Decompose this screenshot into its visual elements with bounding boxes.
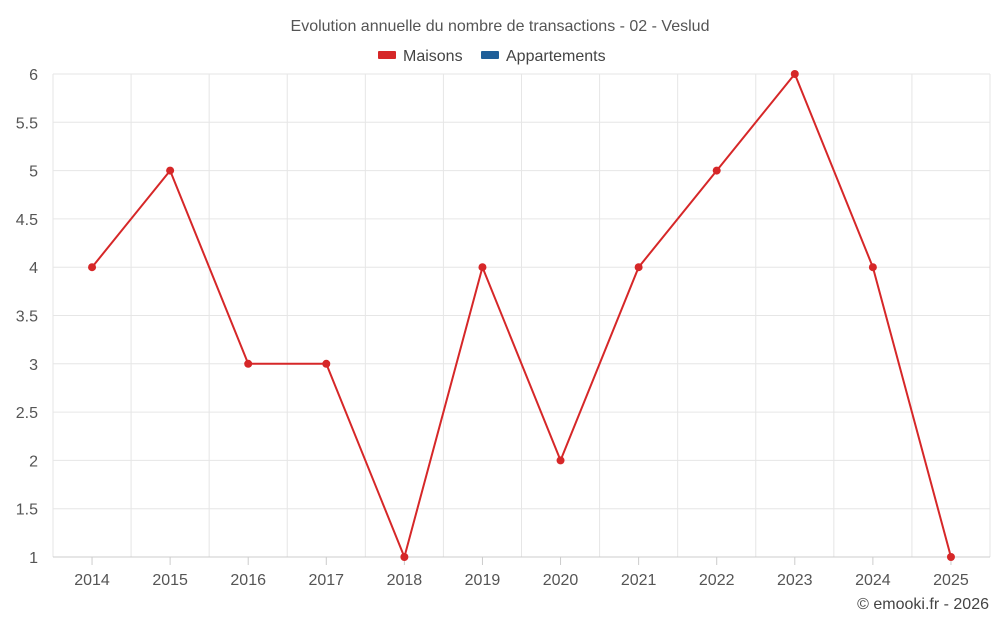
y-tick-label: 3.5: [16, 309, 38, 326]
x-tick-label: 2024: [855, 572, 891, 589]
data-point[interactable]: [88, 263, 97, 272]
x-tick-label: 2020: [543, 572, 579, 589]
data-point[interactable]: [244, 359, 253, 368]
x-tick-label: 2016: [230, 572, 266, 589]
y-tick-label: 5.5: [16, 115, 38, 132]
x-tick-label: 2025: [933, 572, 969, 589]
x-tick-label: 2018: [387, 572, 423, 589]
legend-item-appartements[interactable]: Appartements: [481, 48, 606, 65]
data-point[interactable]: [478, 263, 487, 272]
data-point[interactable]: [166, 166, 175, 175]
chart-title: Evolution annuelle du nombre de transact…: [291, 18, 710, 35]
legend: Maisons Appartements: [378, 48, 606, 65]
legend-item-maisons[interactable]: Maisons: [378, 48, 463, 65]
data-point[interactable]: [946, 553, 955, 561]
y-tick-label: 4.5: [16, 212, 38, 229]
y-tick-label: 6: [29, 67, 38, 84]
legend-swatch-maisons: [378, 51, 396, 59]
x-tick-label: 2017: [308, 572, 344, 589]
legend-label-appartements: Appartements: [506, 48, 606, 65]
y-tick-label: 1: [29, 550, 38, 567]
x-axis: 2014 2015 2016 2017 2018 2019 2020 2021 2022 2023…: [53, 556, 990, 589]
x-tick-label: 2019: [465, 572, 501, 589]
y-tick-label: 5: [29, 164, 38, 181]
x-tick-label: 2022: [699, 572, 735, 589]
data-point[interactable]: [556, 456, 565, 465]
x-tick-label: 2015: [152, 572, 188, 589]
x-tick-label: 2023: [777, 572, 813, 589]
data-point[interactable]: [322, 359, 331, 368]
y-tick-label: 2.5: [16, 405, 38, 422]
data-point[interactable]: [400, 553, 409, 561]
series-line-maisons: [91, 73, 952, 558]
gridlines: [52, 73, 991, 558]
legend-label-maisons: Maisons: [403, 48, 463, 65]
data-point[interactable]: [790, 70, 799, 78]
data-point[interactable]: [712, 166, 721, 175]
y-axis: 1 1.5 2 2.5 3 3.5 4 4.5 5 5.5 6: [16, 67, 38, 567]
y-tick-label: 4: [29, 260, 38, 277]
x-tick-label: 2021: [621, 572, 657, 589]
y-tick-label: 1.5: [16, 502, 38, 519]
series-maisons: [88, 70, 955, 561]
y-tick-label: 2: [29, 453, 38, 470]
data-point[interactable]: [868, 263, 877, 272]
credit-text: © emooki.fr - 2026: [857, 596, 989, 613]
legend-swatch-appartements: [481, 51, 499, 59]
data-point[interactable]: [634, 263, 643, 272]
x-tick-label: 2014: [74, 572, 110, 589]
y-tick-label: 3: [29, 357, 38, 374]
